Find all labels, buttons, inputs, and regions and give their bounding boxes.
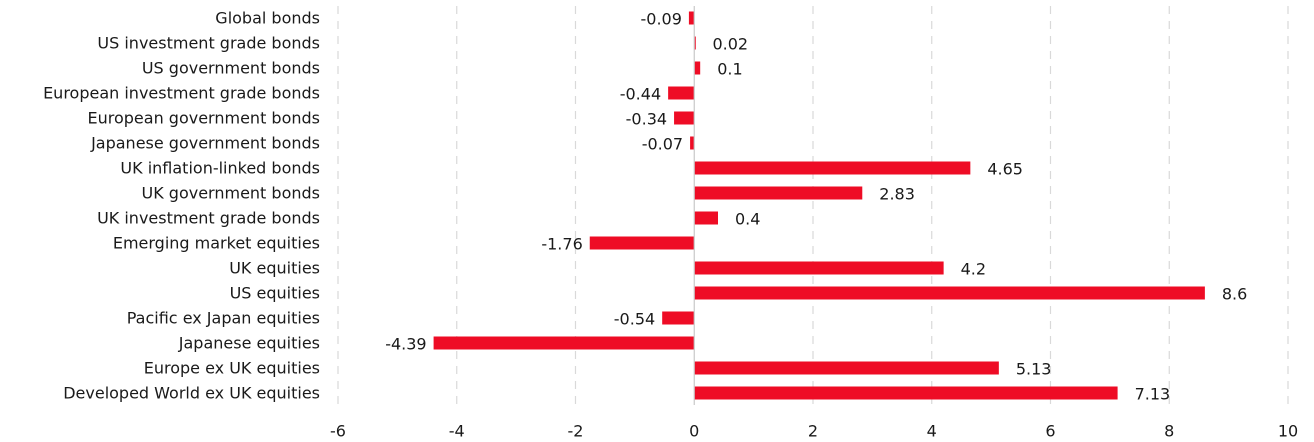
value-label: -0.54 bbox=[614, 310, 655, 329]
category-label: Global bonds bbox=[215, 9, 320, 28]
value-label: 7.13 bbox=[1135, 385, 1171, 404]
bar bbox=[688, 11, 695, 25]
value-label: 2.83 bbox=[879, 185, 915, 204]
x-tick-label: 8 bbox=[1164, 422, 1174, 441]
value-label: 8.6 bbox=[1222, 285, 1247, 304]
bar bbox=[694, 211, 718, 225]
x-tick-label: 0 bbox=[689, 422, 699, 441]
category-label: European government bonds bbox=[88, 109, 321, 128]
bar bbox=[694, 386, 1118, 400]
value-labels: -0.09 0.02 0.1 -0.44 -0.34 -0.07 4.65 2.83 0.4 -1… bbox=[385, 10, 1247, 404]
category-label: Developed World ex UK equities bbox=[63, 384, 320, 403]
bar bbox=[674, 111, 695, 125]
bar bbox=[694, 161, 971, 175]
category-label: UK equities bbox=[229, 259, 320, 278]
category-label: Japanese government bonds bbox=[90, 134, 320, 153]
category-label: Emerging market equities bbox=[113, 234, 320, 253]
value-label: 5.13 bbox=[1016, 360, 1052, 379]
category-labels: Global bonds US investment grade bonds US … bbox=[43, 9, 320, 403]
category-label: UK investment grade bonds bbox=[97, 209, 320, 228]
value-label: 0.02 bbox=[712, 35, 748, 54]
category-label: US government bonds bbox=[142, 59, 320, 78]
value-label: -0.07 bbox=[642, 135, 683, 154]
category-label: US equities bbox=[230, 284, 320, 303]
bar bbox=[694, 361, 999, 375]
value-label: 0.4 bbox=[735, 210, 760, 229]
bar bbox=[589, 236, 695, 250]
category-label: Europe ex UK equities bbox=[144, 359, 320, 378]
bar bbox=[694, 36, 696, 50]
x-tick-label: 4 bbox=[927, 422, 937, 441]
x-tick-label: 10 bbox=[1278, 422, 1298, 441]
bar bbox=[668, 86, 695, 100]
category-label: Japanese equities bbox=[178, 334, 320, 353]
value-label: -0.09 bbox=[641, 10, 682, 29]
value-label: -1.76 bbox=[541, 235, 582, 254]
bar bbox=[694, 286, 1205, 300]
bar bbox=[694, 186, 863, 200]
category-label: European investment grade bonds bbox=[43, 84, 320, 103]
bars bbox=[433, 11, 1205, 400]
value-label: -0.34 bbox=[626, 110, 667, 129]
category-label: Pacific ex Japan equities bbox=[127, 309, 320, 328]
category-label: UK government bonds bbox=[142, 184, 321, 203]
x-tick-label: -6 bbox=[330, 422, 346, 441]
value-label: -4.39 bbox=[385, 335, 426, 354]
bar bbox=[433, 336, 695, 350]
bar bbox=[690, 136, 695, 150]
value-label: 4.65 bbox=[987, 160, 1023, 179]
x-tick-labels: -6 -4 -2 0 2 4 6 8 10 bbox=[330, 422, 1298, 441]
bar bbox=[694, 261, 944, 275]
category-label: UK inflation-linked bonds bbox=[120, 159, 320, 178]
x-tick-label: -2 bbox=[568, 422, 584, 441]
gridlines bbox=[337, 6, 1289, 405]
x-tick-label: 2 bbox=[808, 422, 818, 441]
value-label: 4.2 bbox=[961, 260, 986, 279]
value-label: -0.44 bbox=[620, 85, 661, 104]
value-label: 0.1 bbox=[717, 60, 742, 79]
x-tick-label: 6 bbox=[1045, 422, 1055, 441]
x-tick-label: -4 bbox=[449, 422, 465, 441]
category-label: US investment grade bonds bbox=[97, 34, 320, 53]
bar bbox=[662, 311, 695, 325]
bar bbox=[694, 61, 701, 75]
